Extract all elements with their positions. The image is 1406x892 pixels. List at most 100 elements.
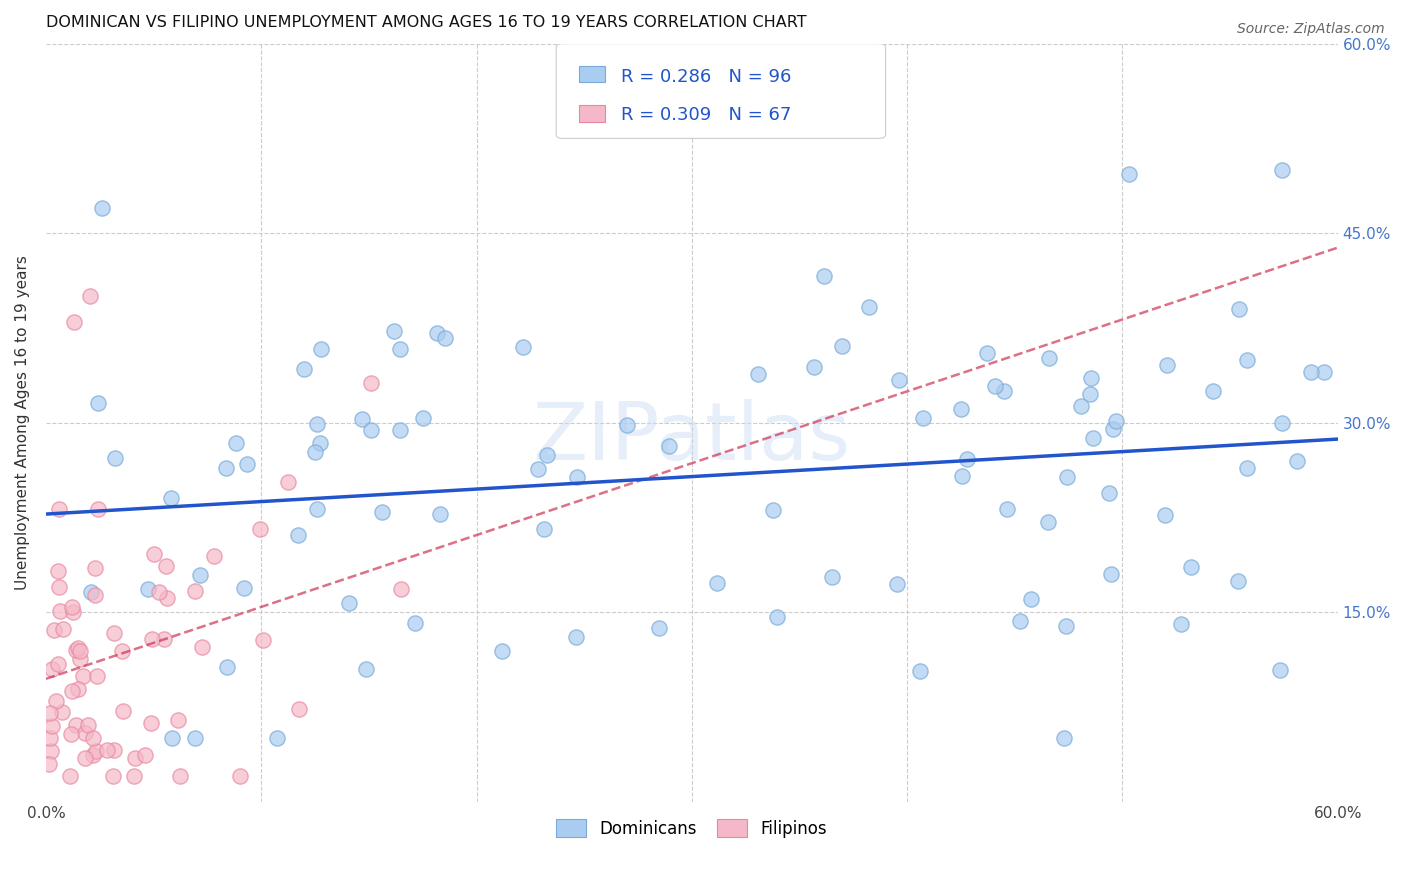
Point: [65, 718, 87, 732]
Point: [371, 505, 394, 519]
Point: [309, 342, 332, 356]
Point: [1226, 574, 1249, 588]
Text: Source: ZipAtlas.com: Source: ZipAtlas.com: [1237, 22, 1385, 37]
Point: [148, 585, 170, 599]
Point: [288, 702, 311, 716]
Point: [52, 622, 75, 636]
Point: [1286, 453, 1309, 467]
Point: [1313, 365, 1336, 379]
Point: [1008, 614, 1031, 628]
Point: [124, 751, 146, 765]
Point: [266, 731, 288, 746]
Point: [912, 410, 935, 425]
Point: [134, 747, 156, 762]
Point: [533, 522, 555, 536]
Point: [46, 657, 69, 671]
Point: [382, 324, 405, 338]
Point: [747, 367, 769, 381]
FancyBboxPatch shape: [557, 44, 886, 138]
Point: [75, 751, 97, 765]
Point: [350, 412, 373, 426]
Point: [360, 423, 382, 437]
Point: [1180, 559, 1202, 574]
Point: [183, 731, 205, 746]
Point: [48, 564, 70, 578]
Point: [527, 462, 550, 476]
Point: [658, 439, 681, 453]
Point: [993, 384, 1015, 399]
Point: [1271, 163, 1294, 178]
Point: [229, 769, 252, 783]
Point: [162, 731, 184, 746]
Point: [1156, 359, 1178, 373]
Point: [1070, 399, 1092, 413]
Point: [214, 461, 236, 475]
Point: [389, 582, 412, 597]
Point: [103, 626, 125, 640]
Point: [360, 376, 382, 391]
Point: [984, 379, 1007, 393]
Point: [1118, 167, 1140, 181]
Point: [159, 491, 181, 506]
Point: [956, 452, 979, 467]
Point: [65, 642, 87, 657]
Point: [762, 502, 785, 516]
Point: [60, 600, 83, 615]
Point: [1053, 731, 1076, 746]
Point: [51, 706, 73, 720]
Point: [96, 742, 118, 756]
Point: [305, 501, 328, 516]
Point: [188, 568, 211, 582]
Point: [512, 340, 534, 354]
FancyBboxPatch shape: [579, 105, 605, 121]
Point: [184, 583, 207, 598]
Point: [389, 423, 412, 437]
Point: [831, 339, 853, 353]
Point: [1054, 618, 1077, 632]
Point: [101, 769, 124, 783]
Point: [69, 644, 91, 658]
Point: [59, 769, 82, 783]
Point: [87, 502, 110, 516]
Point: [887, 373, 910, 387]
Point: [217, 659, 239, 673]
Y-axis label: Unemployment Among Ages 16 to 19 years: Unemployment Among Ages 16 to 19 years: [15, 255, 30, 591]
Point: [1271, 416, 1294, 430]
Point: [1098, 486, 1121, 500]
Point: [1083, 431, 1105, 445]
Point: [202, 549, 225, 564]
Point: [87, 396, 110, 410]
Text: ZIPatlas: ZIPatlas: [533, 399, 851, 477]
Point: [337, 595, 360, 609]
Point: [79, 289, 101, 303]
Point: [886, 576, 908, 591]
Point: [309, 435, 332, 450]
Point: [48, 502, 70, 516]
Point: [249, 522, 271, 536]
Text: R = 0.286   N = 96: R = 0.286 N = 96: [621, 68, 792, 86]
Point: [39, 731, 62, 746]
Point: [388, 343, 411, 357]
Point: [433, 331, 456, 345]
Point: [1202, 384, 1225, 399]
Point: [813, 268, 835, 283]
Point: [156, 591, 179, 606]
Point: [1056, 470, 1078, 484]
Point: [1019, 592, 1042, 607]
Point: [1170, 617, 1192, 632]
Point: [91, 201, 114, 215]
Point: [42, 623, 65, 637]
Point: [153, 632, 176, 647]
Point: [60, 683, 83, 698]
Point: [412, 411, 434, 425]
Point: [141, 715, 163, 730]
Point: [66, 681, 89, 696]
Legend: Dominicans, Filipinos: Dominicans, Filipinos: [548, 811, 835, 847]
Point: [1236, 461, 1258, 475]
Point: [86, 669, 108, 683]
Point: [1102, 422, 1125, 436]
Text: R = 0.309   N = 67: R = 0.309 N = 67: [621, 106, 792, 125]
Point: [766, 609, 789, 624]
Point: [1270, 663, 1292, 677]
Point: [1078, 387, 1101, 401]
